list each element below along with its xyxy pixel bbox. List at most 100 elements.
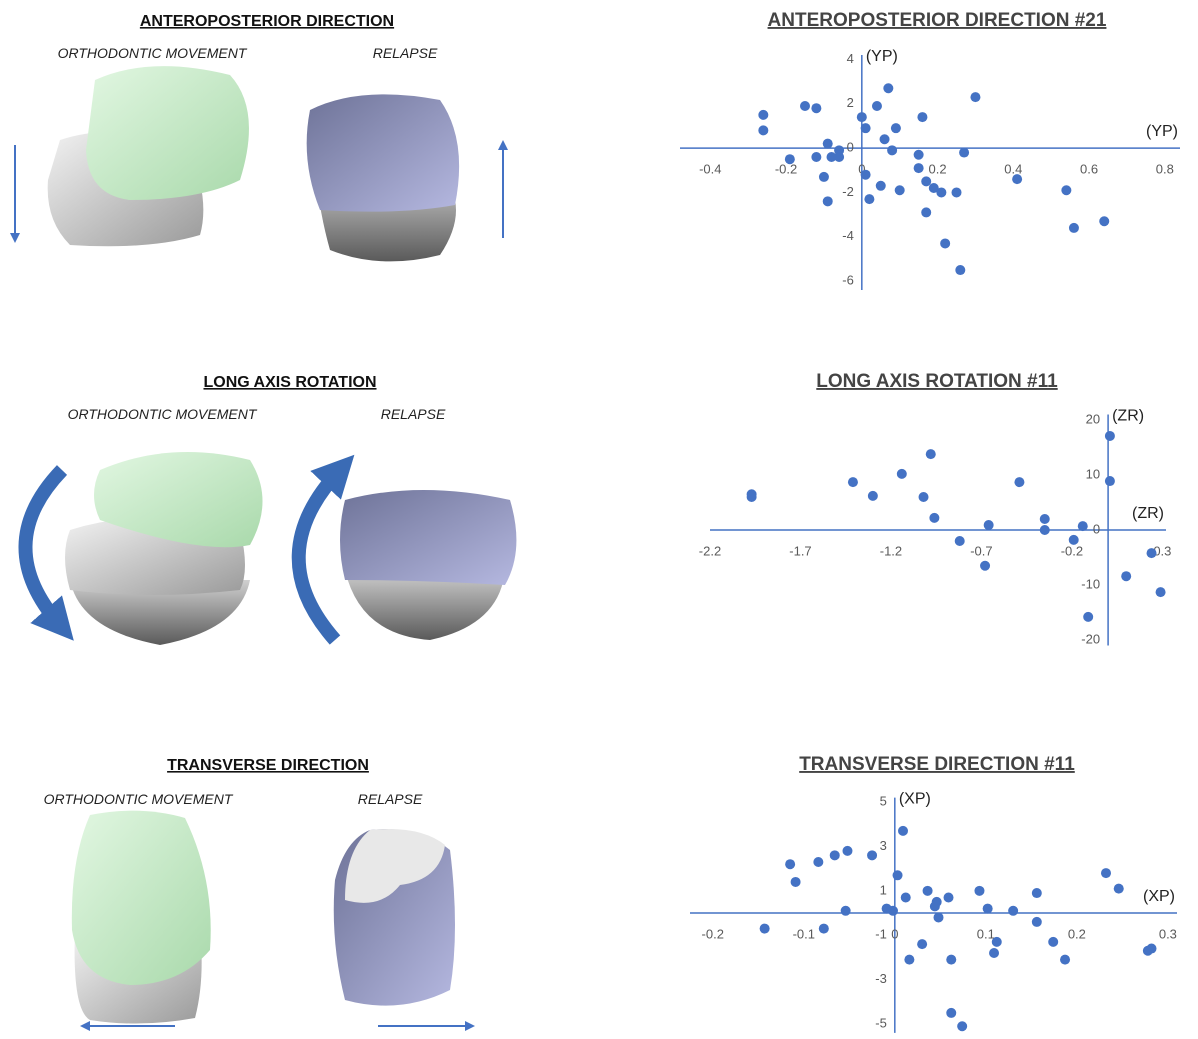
data-point: [914, 150, 924, 160]
data-point: [861, 123, 871, 133]
y-tick-label: -4: [842, 228, 854, 243]
data-point: [791, 877, 801, 887]
data-point: [864, 194, 874, 204]
data-point: [1114, 884, 1124, 894]
data-point: [811, 103, 821, 113]
data-point: [952, 187, 962, 197]
y-axis-label: (YP): [866, 48, 898, 65]
data-point: [1083, 612, 1093, 622]
data-point: [1032, 917, 1042, 927]
data-point: [813, 857, 823, 867]
tooth-illustration: [72, 811, 470, 1026]
data-point: [1121, 571, 1131, 581]
figure: ANTEROPOSTERIOR DIRECTION ORTHODONTIC MO…: [0, 0, 1198, 1034]
data-point: [1101, 868, 1111, 878]
x-tick-label: -0.4: [699, 162, 721, 177]
data-point: [785, 859, 795, 869]
x-tick-label: -0.2: [702, 926, 724, 941]
data-point: [936, 187, 946, 197]
x-tick-label: 0.2: [929, 162, 947, 177]
data-point: [926, 449, 936, 459]
y-tick-label: 1: [880, 882, 887, 897]
x-tick-label: 0.3: [1159, 926, 1177, 941]
data-point: [914, 163, 924, 173]
data-point: [758, 110, 768, 120]
data-point: [984, 520, 994, 530]
data-point: [811, 152, 821, 162]
data-point: [1105, 476, 1115, 486]
data-point: [917, 112, 927, 122]
data-point: [1008, 906, 1018, 916]
y-tick-label: -6: [842, 273, 854, 288]
data-point: [1147, 944, 1157, 954]
data-point: [867, 850, 877, 860]
data-point: [891, 123, 901, 133]
x-tick-label: -1.7: [789, 543, 811, 558]
chart-title: TRANSVERSE DIRECTION #11: [799, 754, 1075, 775]
data-point: [898, 826, 908, 836]
data-point: [923, 886, 933, 896]
data-point: [880, 134, 890, 144]
data-point: [1061, 185, 1071, 195]
data-point: [901, 892, 911, 902]
data-point: [980, 561, 990, 571]
data-point: [857, 112, 867, 122]
data-point: [946, 1008, 956, 1018]
y-tick-label: -3: [875, 971, 887, 986]
data-point: [758, 125, 768, 135]
data-point: [1048, 937, 1058, 947]
panel-title: TRANSVERSE DIRECTION: [167, 757, 369, 774]
y-axis-label: (ZR): [1112, 408, 1144, 425]
data-point: [1078, 521, 1088, 531]
y-tick-label: 4: [847, 51, 854, 66]
y-tick-label: 0: [1093, 521, 1100, 536]
x-axis-label: (ZR): [1132, 505, 1164, 522]
data-point: [1069, 223, 1079, 233]
data-point: [934, 912, 944, 922]
y-tick-label: 3: [880, 838, 887, 853]
data-point: [785, 154, 795, 164]
x-axis-label: (YP): [1146, 123, 1178, 140]
y-tick-label: -10: [1081, 576, 1100, 591]
data-point: [989, 948, 999, 958]
panel-label: ORTHODONTIC MOVEMENT: [68, 406, 258, 422]
x-tick-label: -0.2: [1061, 543, 1083, 558]
data-point: [992, 937, 1002, 947]
y-tick-label: 10: [1086, 466, 1100, 481]
x-tick-label: 0.2: [1068, 926, 1086, 941]
data-point: [974, 886, 984, 896]
data-point: [959, 148, 969, 158]
data-point: [929, 513, 939, 523]
data-point: [830, 850, 840, 860]
data-point: [919, 492, 929, 502]
y-tick-label: 0: [847, 140, 854, 155]
tooth-illustration: [25, 452, 516, 645]
x-tick-label: -0.7: [970, 543, 992, 558]
data-point: [1069, 535, 1079, 545]
x-tick-label: -0.2: [775, 162, 797, 177]
x-tick-label: -0.1: [793, 926, 815, 941]
data-point: [1060, 955, 1070, 965]
data-point: [1032, 888, 1042, 898]
data-point: [1147, 548, 1157, 558]
data-point: [819, 172, 829, 182]
data-point: [760, 924, 770, 934]
y-tick-label: -5: [875, 1015, 887, 1030]
chart-title: LONG AXIS ROTATION #11: [816, 371, 1058, 392]
data-point: [883, 83, 893, 93]
data-point: [917, 939, 927, 949]
x-tick-label: 0: [891, 926, 898, 941]
x-tick-label: 0.8: [1156, 162, 1174, 177]
y-tick-label: -1: [875, 927, 887, 942]
data-point: [895, 185, 905, 195]
panel-title: LONG AXIS ROTATION: [203, 374, 376, 391]
x-tick-label: 0.6: [1080, 162, 1098, 177]
x-tick-label: 0.1: [977, 926, 995, 941]
tooth-illustration: [15, 66, 503, 261]
data-point: [932, 897, 942, 907]
y-tick-label: 5: [880, 793, 887, 808]
data-point: [1040, 514, 1050, 524]
data-point: [946, 955, 956, 965]
y-tick-label: -2: [842, 184, 854, 199]
data-point: [747, 492, 757, 502]
